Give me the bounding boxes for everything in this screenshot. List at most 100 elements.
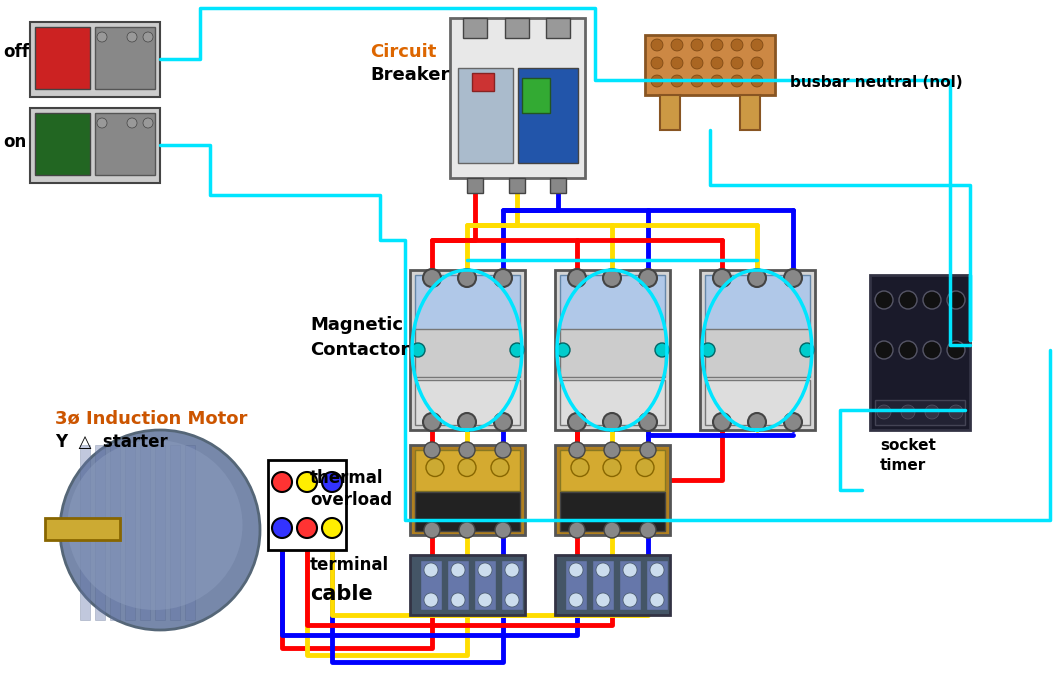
Circle shape <box>671 39 683 51</box>
Bar <box>185 445 195 620</box>
Circle shape <box>556 343 570 357</box>
Circle shape <box>748 269 766 287</box>
Circle shape <box>459 442 475 458</box>
Circle shape <box>97 32 107 42</box>
Circle shape <box>731 57 743 69</box>
Circle shape <box>605 442 620 458</box>
Bar <box>415 492 520 530</box>
Bar <box>474 560 496 610</box>
Text: Υ  △  starter: Υ △ starter <box>55 433 168 451</box>
Bar <box>705 329 810 377</box>
Circle shape <box>691 57 703 69</box>
Circle shape <box>143 118 153 128</box>
Circle shape <box>624 593 637 607</box>
Circle shape <box>925 405 939 419</box>
Circle shape <box>127 118 137 128</box>
Circle shape <box>751 39 763 51</box>
Circle shape <box>495 522 511 538</box>
Circle shape <box>458 413 476 431</box>
Bar <box>555 445 670 535</box>
Circle shape <box>899 291 917 309</box>
Circle shape <box>143 32 153 42</box>
Circle shape <box>947 291 965 309</box>
Circle shape <box>495 442 511 458</box>
Text: socket: socket <box>880 437 936 452</box>
Text: Breaker: Breaker <box>370 66 449 84</box>
Bar <box>560 450 665 491</box>
Circle shape <box>748 413 766 431</box>
Circle shape <box>877 405 891 419</box>
Circle shape <box>651 57 663 69</box>
Bar <box>870 275 970 430</box>
Bar <box>467 178 483 193</box>
Circle shape <box>950 405 963 419</box>
Circle shape <box>426 459 444 477</box>
Circle shape <box>711 75 723 87</box>
Bar <box>30 108 160 183</box>
Circle shape <box>127 32 137 42</box>
Circle shape <box>639 413 657 431</box>
Bar <box>592 560 614 610</box>
Circle shape <box>424 442 440 458</box>
Bar <box>447 560 469 610</box>
Bar <box>35 27 90 89</box>
Bar <box>410 555 525 615</box>
Circle shape <box>701 343 715 357</box>
Bar <box>619 560 641 610</box>
Bar <box>95 27 155 89</box>
Circle shape <box>691 39 703 51</box>
Circle shape <box>423 413 441 431</box>
Circle shape <box>713 269 731 287</box>
Circle shape <box>605 522 620 538</box>
Bar <box>45 518 120 540</box>
Circle shape <box>923 291 941 309</box>
Bar <box>124 445 135 620</box>
Circle shape <box>899 341 917 359</box>
Bar <box>95 445 106 620</box>
Circle shape <box>691 75 703 87</box>
Text: timer: timer <box>880 457 926 473</box>
Bar <box>875 400 965 425</box>
Bar <box>546 18 570 38</box>
Text: busbar neutral (nol): busbar neutral (nol) <box>790 74 962 90</box>
Bar <box>140 445 150 620</box>
Circle shape <box>459 522 475 538</box>
Bar <box>110 445 120 620</box>
Bar <box>95 113 155 175</box>
Bar <box>505 18 529 38</box>
Circle shape <box>571 459 589 477</box>
Circle shape <box>510 343 524 357</box>
Bar <box>35 113 90 175</box>
Circle shape <box>97 118 107 128</box>
Circle shape <box>751 57 763 69</box>
Circle shape <box>731 75 743 87</box>
Bar <box>646 560 668 610</box>
Circle shape <box>505 563 519 577</box>
Circle shape <box>651 39 663 51</box>
Circle shape <box>650 593 664 607</box>
Circle shape <box>639 269 657 287</box>
Circle shape <box>923 341 941 359</box>
Circle shape <box>424 522 440 538</box>
Circle shape <box>494 413 512 431</box>
Circle shape <box>713 413 731 431</box>
Circle shape <box>650 563 664 577</box>
Bar <box>740 95 760 130</box>
Circle shape <box>671 75 683 87</box>
Bar <box>560 275 665 331</box>
Circle shape <box>784 413 802 431</box>
Circle shape <box>640 522 656 538</box>
Circle shape <box>272 472 292 492</box>
Text: off: off <box>3 43 28 61</box>
Bar <box>522 78 550 113</box>
Text: on: on <box>3 133 26 151</box>
Bar <box>463 18 487 38</box>
Circle shape <box>411 343 425 357</box>
Circle shape <box>478 563 492 577</box>
Bar <box>645 35 775 95</box>
Bar <box>415 275 520 331</box>
Ellipse shape <box>68 440 243 610</box>
Bar <box>155 445 165 620</box>
Bar <box>415 380 520 425</box>
Bar <box>501 560 523 610</box>
